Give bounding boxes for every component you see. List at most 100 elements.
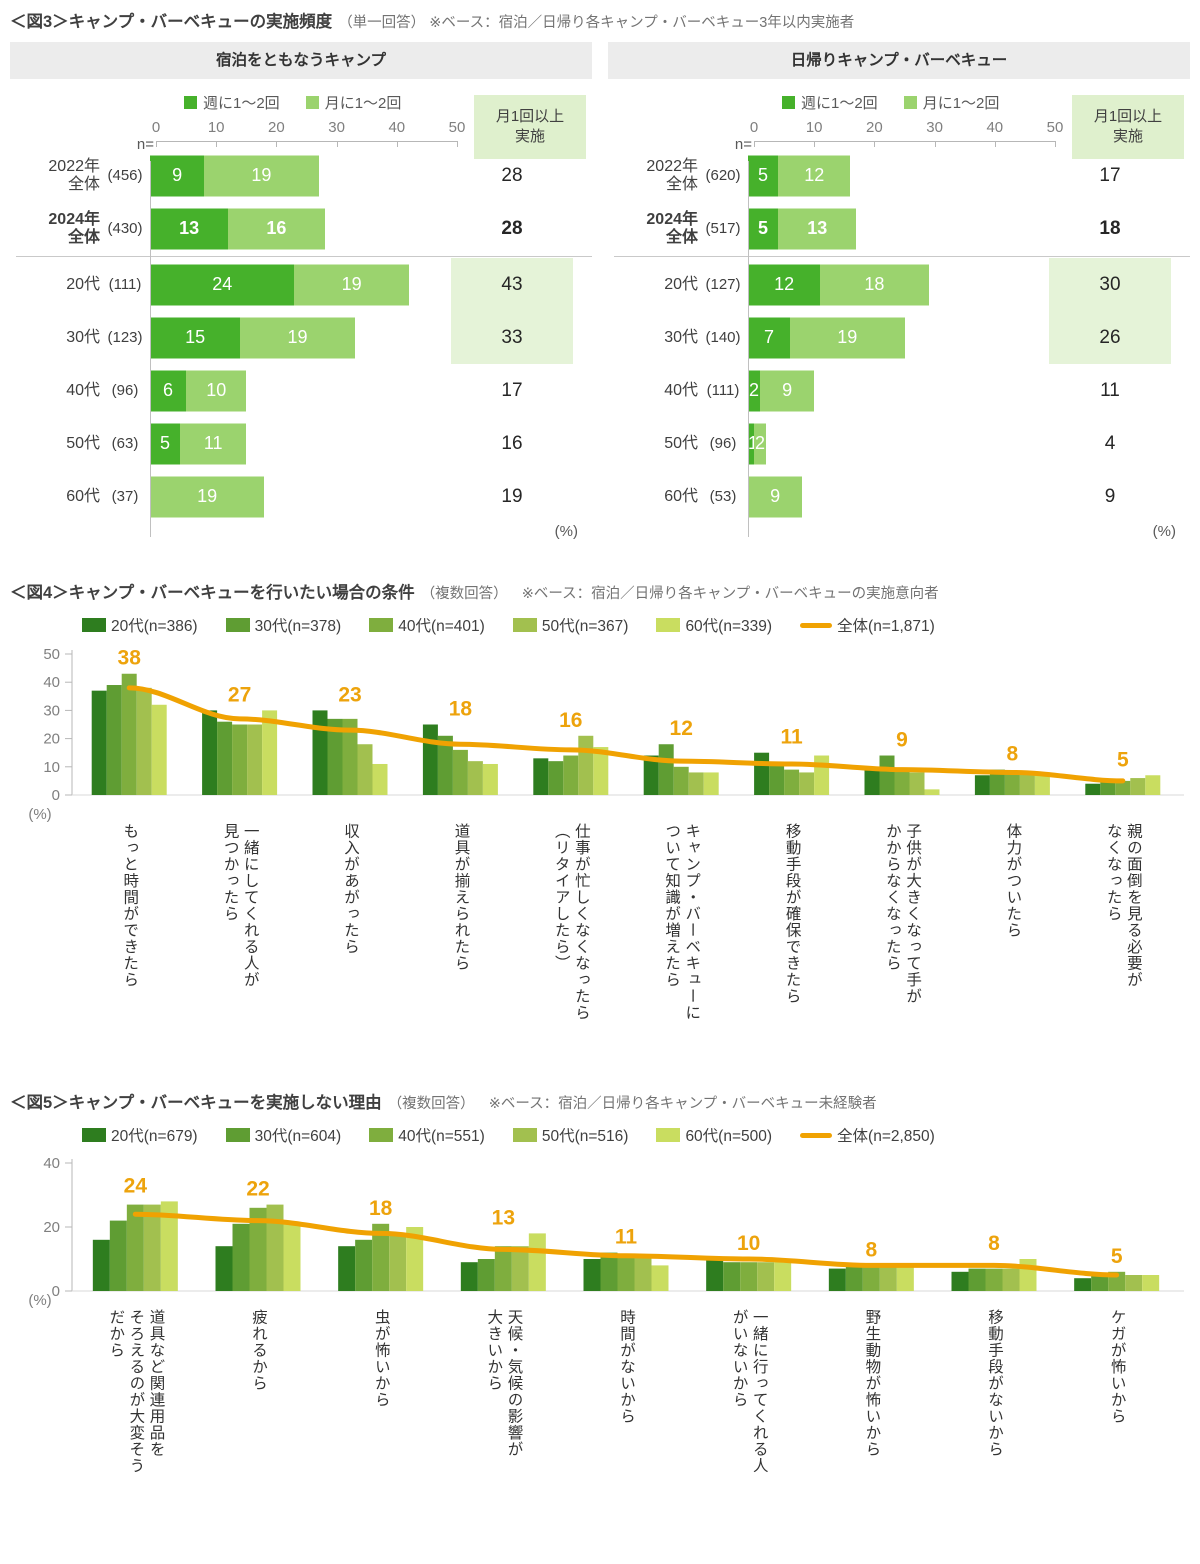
row-bar-plot: 12 18 — [748, 258, 1049, 311]
legend-label: 50代(n=367) — [541, 618, 629, 635]
axis-tick-mark — [216, 141, 218, 147]
category-label-text: 一緒にしてくれる人が 見つかったら — [221, 823, 259, 988]
bar-40代(n=401) — [1004, 772, 1020, 795]
bar-20代(n=386) — [1085, 783, 1101, 795]
category-label-text: 一緒に行ってくれる人 がいないから — [730, 1309, 768, 1474]
bar-40代(n=401) — [784, 769, 800, 795]
monthly-legend-swatch — [903, 95, 917, 109]
row-total-value: 19 — [501, 486, 523, 507]
row-label: 60代 — [664, 487, 698, 505]
category-label: 体力がついたら — [957, 823, 1067, 1073]
monthly-bar-value: 9 — [770, 486, 781, 506]
chart-row: 30代 (123) 15 19 33 — [16, 311, 592, 364]
axis-tick-mark — [336, 141, 338, 147]
fig3-overnight-chart: 週に1〜2回 月に1〜2回 月1回以上 実施 n= 0 10 20 30 40 50 2022年 全… — [10, 91, 592, 543]
weekly-bar-value: 13 — [179, 218, 200, 238]
legend-label: 全体(n=2,850) — [837, 1128, 935, 1145]
row-label: 2024年 全体 — [646, 210, 698, 246]
axis-tick-mark — [1055, 141, 1056, 147]
legend-label: 全体(n=1,871) — [837, 618, 935, 635]
axis-tick-label: 0 — [151, 119, 161, 136]
section-divider-line — [614, 256, 1190, 257]
monthly-legend-swatch — [305, 95, 319, 109]
row-label: 2024年 全体 — [48, 210, 100, 246]
monthly-bar-segment: 19 — [294, 264, 409, 305]
legend-label: 30代(n=604) — [254, 1128, 342, 1145]
legend-item: 60代(n=339) — [656, 614, 772, 636]
total-line — [132, 1211, 1120, 1278]
y-tick-label: 10 — [43, 759, 60, 776]
y-tick-label: 50 — [43, 646, 60, 663]
bar-20代(n=679) — [951, 1271, 969, 1291]
axis-tick-mark — [754, 141, 755, 147]
bar-60代(n=339) — [924, 789, 940, 795]
bar-50代(n=516) — [389, 1233, 407, 1291]
monthly-bar-value: 18 — [864, 274, 885, 294]
axis-tick-mark — [457, 141, 458, 147]
legend-label: 週に1〜2回 — [203, 94, 280, 112]
legend-item: 週に1〜2回 — [184, 92, 280, 113]
row-total-value: 17 — [1099, 165, 1121, 186]
legend-label: 40代(n=551) — [398, 1128, 485, 1145]
weekly-bar-value: 2 — [749, 380, 760, 400]
axis-baseline — [748, 161, 749, 537]
monthly-bar-value: 19 — [251, 165, 272, 185]
bar-30代(n=604) — [232, 1223, 250, 1291]
weekly-bar-value: 6 — [163, 380, 174, 400]
legend-item-total-line: 全体(n=1,871) — [800, 614, 935, 636]
category-label: 野生動物が怖いから — [810, 1309, 933, 1507]
row-n-value: (111) — [706, 382, 740, 399]
bar-30代(n=604) — [109, 1220, 127, 1291]
bar-40代(n=551) — [249, 1207, 267, 1291]
fig3-panels: 宿泊をともなうキャンプ 週に1〜2回 月に1〜2回 月1回以上 実施 n= 0 10 20 3… — [10, 42, 1190, 543]
row-total-value: 11 — [1100, 380, 1120, 401]
legend-item: 週に1〜2回 — [782, 92, 878, 113]
fig5-title: ＜図5＞キャンプ・バーベキューを実施しない理由 （複数回答） ※ベース：宿泊／日帰り… — [10, 1089, 1190, 1113]
total-value-label: 8 — [865, 1238, 877, 1261]
row-label: 2022年 全体 — [646, 157, 698, 193]
chart-row: 60代 (37) 19 19 — [16, 470, 592, 523]
axis-tick-label: 40 — [388, 119, 406, 136]
bar-20代(n=679) — [338, 1246, 356, 1291]
category-label: 移動手段がないから — [933, 1309, 1056, 1507]
axis-tick-label: 10 — [207, 119, 225, 136]
fig5-title-note: （複数回答） — [387, 1096, 475, 1112]
bar-30代(n=604) — [477, 1259, 495, 1291]
chart-row: 60代 (53) 9 9 — [614, 470, 1190, 523]
chart-row: 50代 (63) 5 11 16 — [16, 417, 592, 470]
y-tick-label: 40 — [43, 1155, 60, 1172]
monthly-bar-segment: 16 — [228, 208, 325, 249]
axis-baseline — [150, 161, 151, 537]
bar-50代(n=516) — [634, 1255, 652, 1291]
total-value-label: 11 — [615, 1226, 638, 1249]
legend-item: 40代(n=401) — [369, 614, 485, 636]
legend-item: 40代(n=551) — [369, 1124, 485, 1146]
bar-20代(n=679) — [1074, 1278, 1092, 1291]
bar-20代(n=679) — [583, 1259, 601, 1291]
legend-label: 60代(n=500) — [685, 1128, 773, 1145]
bar-30代(n=378) — [989, 769, 1005, 795]
bar-50代(n=516) — [1125, 1275, 1143, 1291]
chart-row: 2024年 全体 (430) 13 16 28 — [16, 202, 592, 255]
bar-60代(n=500) — [528, 1233, 546, 1291]
category-label: 時間がないから — [565, 1309, 688, 1507]
chart-row: 2022年 全体 (456) 9 19 28 — [16, 149, 592, 202]
weekly-bar-segment: 2 — [748, 370, 761, 411]
total-value-label: 18 — [449, 698, 473, 721]
category-label: 子供が大きくなって手が かからなくなったら — [847, 823, 957, 1073]
bar-50代(n=367) — [799, 772, 815, 795]
legend-item: 20代(n=679) — [82, 1124, 198, 1146]
y-tick-label: 20 — [43, 1219, 60, 1236]
monthly-bar-value: 9 — [782, 380, 793, 400]
bar-40代(n=551) — [740, 1262, 758, 1291]
total-value-label: 22 — [246, 1178, 269, 1201]
bar-30代(n=378) — [327, 718, 343, 795]
category-label: 一緒に行ってくれる人 がいないから — [687, 1309, 810, 1507]
legend-label: 週に1〜2回 — [801, 94, 878, 112]
row-total-value: 4 — [1104, 433, 1116, 454]
category-label-text: 体力がついたら — [1004, 823, 1022, 939]
bar-60代(n=339) — [703, 772, 719, 795]
bar-30代(n=604) — [723, 1262, 741, 1291]
